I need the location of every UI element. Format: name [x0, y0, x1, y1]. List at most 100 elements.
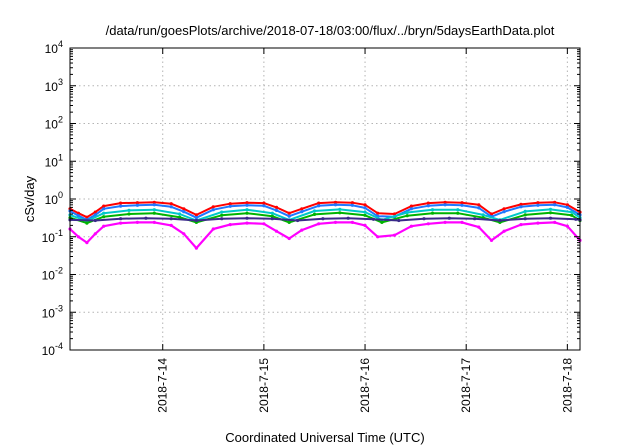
series-point: [194, 216, 198, 220]
series-point: [333, 220, 338, 224]
series-point: [312, 209, 317, 213]
series-point: [152, 208, 156, 212]
series-point: [119, 217, 123, 221]
series-point: [152, 211, 156, 215]
series-point: [194, 246, 198, 250]
series-point: [317, 201, 321, 205]
chart-title: /data/run/goesPlots/archive/2018-07-18/0…: [106, 23, 555, 38]
series-point: [152, 200, 156, 204]
series-point: [392, 233, 397, 237]
series-point: [194, 213, 198, 217]
series-point: [127, 212, 131, 216]
series-point: [477, 206, 481, 210]
series-point: [409, 224, 413, 228]
series-point: [380, 220, 384, 224]
series-point: [211, 227, 215, 231]
series-point: [409, 207, 413, 211]
series-point: [565, 203, 570, 207]
series-point: [274, 205, 279, 209]
series-point: [76, 235, 80, 239]
series-point: [426, 222, 430, 226]
y-tick-label: 102: [45, 115, 63, 132]
series-point: [519, 223, 523, 227]
series-point: [376, 211, 380, 215]
series-point: [397, 218, 401, 223]
series-point: [456, 211, 460, 215]
series-point: [523, 213, 527, 217]
series-point: [119, 201, 123, 205]
series-point: [119, 204, 123, 208]
series-point: [135, 201, 139, 205]
series-point: [76, 214, 80, 218]
series-point: [102, 207, 106, 211]
x-tick-label: 2018-7-16: [358, 358, 372, 413]
series-layer: [68, 200, 582, 250]
series-point: [274, 229, 279, 233]
series-point: [430, 208, 435, 212]
series-point: [245, 211, 249, 215]
series-point: [262, 222, 266, 226]
series-point: [270, 214, 274, 218]
series-point: [460, 220, 464, 224]
series-point: [443, 200, 447, 204]
series-point: [287, 220, 291, 224]
series-point: [456, 208, 460, 212]
series-point: [363, 210, 367, 214]
series-point: [287, 236, 291, 241]
series-point: [371, 217, 376, 221]
series-point: [536, 201, 540, 205]
series-point: [270, 217, 274, 221]
series-point: [300, 228, 304, 232]
series-point: [553, 200, 557, 204]
series-point: [182, 210, 186, 214]
series-point: [102, 215, 106, 219]
series-point: [376, 235, 380, 239]
series-point: [333, 203, 338, 207]
series-point: [317, 204, 321, 208]
series-point: [127, 208, 131, 212]
series-point: [489, 238, 494, 242]
series-point: [346, 216, 350, 220]
series-line: [69, 221, 581, 250]
series-point: [460, 203, 464, 207]
series-point: [392, 212, 397, 216]
x-axis-label: Coordinated Universal Time (UTC): [225, 430, 424, 445]
series-point: [523, 209, 527, 213]
series-point: [220, 213, 224, 217]
series-point: [169, 217, 173, 221]
y-axis: 10-4 10-3 10-2 10-1 100 101 102 103 104: [42, 39, 580, 358]
series-point: [102, 204, 106, 208]
series-point: [152, 203, 156, 207]
series-point: [169, 205, 173, 209]
series-point: [426, 204, 430, 208]
x-axis: 2018-7-14 2018-7-15 2018-7-16 2018-7-17 2018…: [156, 48, 574, 413]
series-point: [296, 218, 300, 223]
y-axis-label: cSv/day: [22, 175, 37, 222]
series-point: [409, 204, 413, 208]
series-point: [245, 216, 249, 220]
series-point: [220, 217, 224, 221]
series-point: [405, 210, 409, 215]
series-point: [182, 207, 186, 211]
series-line: [69, 217, 581, 222]
series-point: [85, 241, 89, 245]
series-point: [287, 211, 291, 215]
series-point: [536, 203, 540, 207]
series-point: [570, 210, 574, 214]
series-point: [473, 217, 477, 221]
series-point: [426, 201, 430, 205]
series-point: [443, 220, 447, 224]
series-point: [574, 217, 578, 221]
series-point: [85, 215, 89, 219]
series-line: [69, 203, 581, 221]
series-point: [565, 205, 570, 209]
series-point: [519, 202, 523, 206]
series-point: [262, 204, 266, 208]
series-point: [76, 211, 80, 215]
series-point: [262, 201, 266, 205]
series-point: [477, 225, 481, 229]
series-point: [270, 211, 274, 215]
series-point: [502, 229, 506, 233]
series-point: [228, 202, 232, 206]
y-tick-label: 100: [45, 190, 63, 207]
